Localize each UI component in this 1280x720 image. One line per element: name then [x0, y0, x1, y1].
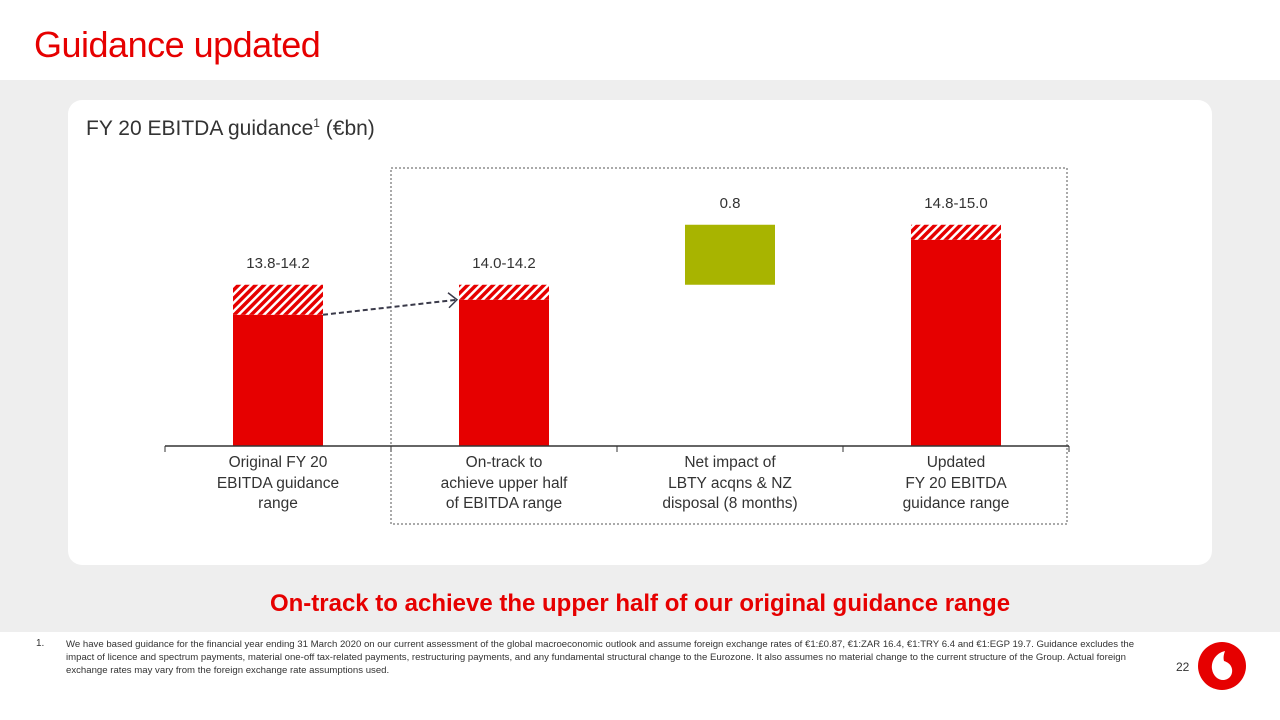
- footnote-ref: 1: [313, 116, 320, 130]
- category-label: Net impact of LBTY acqns & NZ disposal (8 …: [662, 454, 798, 512]
- speech-mark-icon: [1211, 651, 1233, 680]
- category-label: Updated FY 20 EBITDA guidance range: [902, 454, 1010, 512]
- category-label: Original FY 20 EBITDA guidance range: [216, 454, 340, 512]
- bar-range-hatch: [233, 284, 323, 315]
- data-label: 14.8-15.0: [924, 194, 988, 212]
- footnote-number: 1.: [36, 638, 45, 649]
- vodafone-logo: [1198, 642, 1246, 690]
- bar-solid: [459, 299, 549, 446]
- footnote-text: We have based guidance for the financial…: [66, 639, 1135, 676]
- arrow-head-icon: [447, 292, 459, 309]
- bar-range-hatch: [459, 284, 549, 300]
- chart-title-text: FY 20 EBITDA guidance: [86, 117, 314, 140]
- bar-solid: [911, 239, 1001, 446]
- page-number: 22: [1176, 660, 1190, 674]
- data-label: 13.8-14.2: [246, 254, 310, 272]
- bar-range-hatch: [911, 224, 1001, 240]
- chart-title: FY 20 EBITDA guidance1 (€bn): [86, 116, 375, 141]
- arrow-line: [322, 298, 458, 316]
- data-label: 0.8: [719, 194, 741, 212]
- bar-solid: [233, 314, 323, 446]
- bar-increment: [685, 224, 775, 285]
- slide-title: Guidance updated: [34, 24, 321, 65]
- category-label: On-track to achieve upper half of EBITDA r…: [440, 454, 568, 512]
- highlight-box: [390, 167, 1068, 525]
- data-label: 14.0-14.2: [472, 254, 536, 272]
- headline: On-track to achieve the upper half of ou…: [269, 590, 1011, 617]
- chart-unit: (€bn): [325, 117, 375, 140]
